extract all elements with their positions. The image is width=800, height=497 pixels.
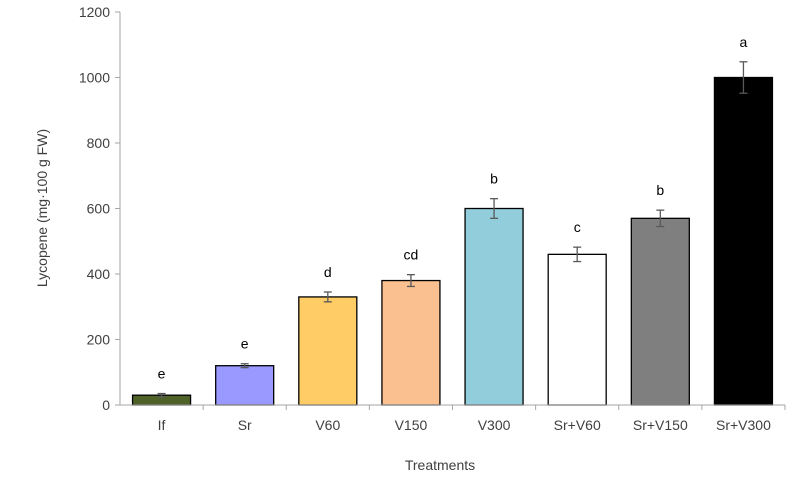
y-tick-label: 600	[87, 201, 111, 217]
bars: e e d cd b c b a	[131, 34, 774, 406]
y-axis-title: Lycopene (mg·100 g FW)	[34, 129, 50, 287]
x-tick-label: V150	[395, 417, 428, 433]
x-tick-label: Sr	[238, 417, 252, 433]
significance-label: d	[324, 264, 332, 280]
significance-label: e	[241, 336, 249, 352]
y-tick-label: 800	[87, 135, 111, 151]
bar	[381, 279, 441, 406]
y-tick-label: 1000	[79, 70, 110, 86]
y-tick-label: 0	[102, 397, 110, 413]
y-tick-label: 1200	[79, 4, 110, 20]
bar	[547, 253, 607, 406]
x-axis: If Sr V60 V150 V300 Sr+V60 Sr+V150 Sr+V300	[120, 404, 786, 433]
x-tick-label: V300	[478, 417, 511, 433]
bar	[630, 217, 690, 406]
x-tick-label: Sr+V150	[633, 417, 688, 433]
x-axis-title: Treatments	[405, 457, 475, 473]
bar	[298, 296, 358, 406]
significance-label: b	[490, 171, 498, 187]
significance-label: b	[656, 182, 664, 198]
x-tick-label: V60	[315, 417, 340, 433]
y-tick-label: 200	[87, 332, 111, 348]
significance-label: cd	[404, 247, 419, 263]
y-axis: 0 200 400 600 800 1000 1200	[79, 4, 121, 413]
bar	[713, 76, 774, 406]
significance-label: e	[158, 366, 166, 382]
bar	[464, 207, 524, 406]
x-tick-label: Sr+V300	[716, 417, 771, 433]
significance-label: a	[740, 34, 748, 50]
x-tick-label: If	[158, 417, 166, 433]
bar	[215, 365, 275, 406]
significance-label: c	[574, 219, 581, 235]
x-tick-label: Sr+V60	[554, 417, 601, 433]
y-tick-label: 400	[87, 266, 111, 282]
